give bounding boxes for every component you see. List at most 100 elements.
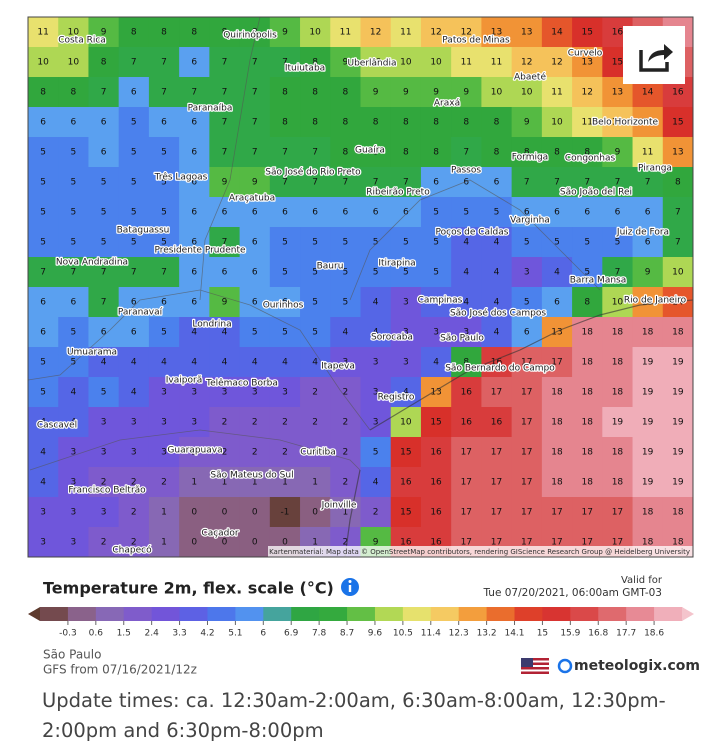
temp-cell bbox=[420, 377, 452, 408]
temp-value: 6 bbox=[40, 118, 46, 128]
legend-swatch bbox=[402, 607, 432, 621]
flag-canton[interactable] bbox=[521, 658, 533, 667]
temp-cell bbox=[390, 437, 422, 468]
temp-cell bbox=[179, 467, 210, 498]
city-label: Itapeva bbox=[321, 362, 355, 372]
temp-value: 2 bbox=[343, 448, 349, 458]
temp-cell bbox=[572, 497, 603, 528]
temp-value: 11 bbox=[551, 88, 562, 98]
temp-cell bbox=[179, 347, 210, 378]
language-flag[interactable] bbox=[521, 658, 549, 674]
temp-value: 6 bbox=[463, 178, 469, 188]
temp-value: 7 bbox=[222, 238, 228, 248]
temp-value: 2 bbox=[312, 448, 318, 458]
temp-value: 7 bbox=[40, 268, 46, 278]
temp-cell bbox=[662, 407, 693, 438]
temp-cell bbox=[239, 167, 271, 198]
temp-value: 19 bbox=[642, 358, 654, 368]
temp-cell bbox=[269, 47, 301, 78]
temp-value: -1 bbox=[280, 508, 289, 518]
temp-value: 6 bbox=[282, 208, 288, 218]
temp-cell bbox=[300, 77, 331, 108]
temp-value: 10 bbox=[400, 418, 412, 428]
temp-value: 5 bbox=[101, 238, 107, 248]
temp-value: 3 bbox=[70, 448, 76, 458]
share-button[interactable] bbox=[623, 26, 685, 84]
temp-cell bbox=[118, 527, 150, 557]
temp-cell bbox=[58, 377, 89, 408]
flag-stripe[interactable] bbox=[521, 665, 549, 667]
temp-value: 19 bbox=[642, 448, 654, 458]
legend-swatch bbox=[542, 607, 571, 621]
temp-value: 8 bbox=[312, 58, 318, 68]
temp-cell bbox=[390, 167, 422, 198]
temp-cell bbox=[300, 407, 331, 438]
temp-value: 3 bbox=[403, 358, 409, 368]
flag-stripe[interactable] bbox=[521, 660, 549, 663]
temp-value: 7 bbox=[403, 178, 409, 188]
temp-value: 12 bbox=[521, 58, 532, 68]
flag-stripe[interactable] bbox=[521, 669, 549, 672]
share-arrow[interactable] bbox=[648, 44, 673, 62]
temp-value: 16 bbox=[430, 508, 442, 518]
temp-value: 3 bbox=[282, 388, 288, 398]
temp-cell bbox=[541, 347, 573, 378]
temp-cell bbox=[28, 77, 59, 108]
info-dot[interactable] bbox=[348, 580, 352, 583]
temp-cell bbox=[88, 137, 120, 168]
temp-value: 8 bbox=[312, 118, 318, 128]
temp-cell bbox=[451, 137, 482, 168]
temp-cell bbox=[511, 287, 543, 318]
temp-cell bbox=[632, 317, 664, 348]
temp-value: 5 bbox=[312, 298, 318, 308]
temp-value: 5 bbox=[494, 208, 500, 218]
temp-cell bbox=[420, 17, 452, 48]
temp-value: 8 bbox=[433, 148, 439, 158]
legend-tick-label: 15 bbox=[537, 629, 548, 639]
color-legend: -0.3 0.6 1.5 2.4 3.3 4.2 5.1 6 6.9 7.8 8.7 9.6 10.5 1… bbox=[28, 607, 694, 639]
temp-value: 10 bbox=[430, 58, 442, 68]
share-icon[interactable] bbox=[639, 50, 669, 72]
temp-cell bbox=[541, 107, 573, 138]
legend-tick-label: 4.2 bbox=[200, 629, 214, 639]
temp-cell bbox=[148, 527, 180, 557]
temp-cell bbox=[390, 47, 422, 78]
temp-cell bbox=[481, 407, 513, 438]
temp-cell bbox=[179, 527, 210, 557]
temp-cell bbox=[58, 227, 89, 258]
temp-value: 3 bbox=[191, 418, 197, 428]
temp-value: 7 bbox=[645, 178, 651, 188]
temp-cell bbox=[179, 257, 210, 288]
temp-value: 6 bbox=[161, 118, 167, 128]
temp-value: 5 bbox=[40, 238, 46, 248]
temp-cell bbox=[360, 437, 392, 468]
temp-value: 17 bbox=[521, 388, 532, 398]
temp-cell bbox=[148, 227, 180, 258]
temp-cell bbox=[360, 137, 392, 168]
legend-tick-label: 13.2 bbox=[477, 629, 497, 639]
temp-cell bbox=[602, 227, 634, 258]
temp-cell bbox=[602, 407, 634, 438]
temp-cell bbox=[632, 287, 664, 318]
temp-value: 0 bbox=[222, 508, 228, 518]
temp-cell bbox=[451, 317, 482, 348]
temp-value: 5 bbox=[282, 268, 288, 278]
temp-cell bbox=[572, 377, 603, 408]
temp-value: 17 bbox=[521, 418, 532, 428]
info-button[interactable] bbox=[341, 578, 359, 596]
temp-cell bbox=[330, 497, 361, 528]
temp-value: 3 bbox=[463, 328, 469, 338]
legend-swatch bbox=[151, 607, 181, 621]
info-glyph[interactable] bbox=[348, 585, 352, 592]
temp-value: 4 bbox=[403, 388, 409, 398]
temp-cell bbox=[572, 467, 603, 498]
temp-value: 17 bbox=[461, 508, 472, 518]
temp-cell bbox=[330, 287, 361, 318]
valid-label: Valid for bbox=[621, 575, 663, 586]
temp-cell bbox=[632, 197, 664, 228]
temp-cell bbox=[572, 137, 603, 168]
temp-value: 14 bbox=[551, 28, 563, 38]
temp-cell bbox=[360, 167, 392, 198]
temp-cell bbox=[58, 257, 89, 288]
temp-cell bbox=[481, 377, 513, 408]
